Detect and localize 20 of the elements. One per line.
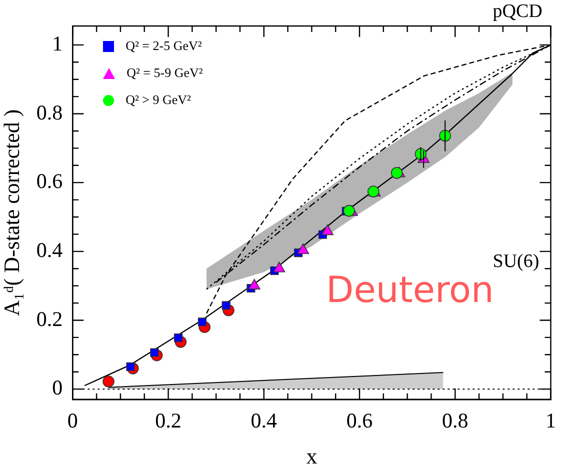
x-tick-label: 0.2 xyxy=(155,408,182,433)
legend-label: Q² > 9 GeV² xyxy=(126,92,191,108)
y-tick-label: 1 xyxy=(52,31,63,56)
y-tick-label: 0.2 xyxy=(36,306,63,331)
x-tick-label: 0.4 xyxy=(250,408,278,433)
annotation: Deuteron xyxy=(326,270,494,312)
x-tick-label: 0.8 xyxy=(442,408,468,433)
annotation: SU(6) xyxy=(492,251,540,274)
y-tick-label: 0.8 xyxy=(36,100,63,124)
y-tick-label: 0 xyxy=(52,376,63,400)
y-axis-title: A₁ᵈ( D-state corrected ) xyxy=(0,109,24,316)
x-tick-label: 0 xyxy=(67,408,78,433)
y-tick-label: 0.4 xyxy=(36,238,64,262)
y-tick-label: 0.6 xyxy=(36,169,63,194)
x-tick-label: 0.6 xyxy=(346,408,373,433)
legend-label: Q² = 5-9 GeV² xyxy=(126,65,203,81)
x-tick-label: 1 xyxy=(546,408,556,433)
x-axis-title: x xyxy=(306,444,318,469)
text: pQCD xyxy=(492,1,542,23)
legend-label: Q² = 2-5 GeV² xyxy=(126,38,202,54)
